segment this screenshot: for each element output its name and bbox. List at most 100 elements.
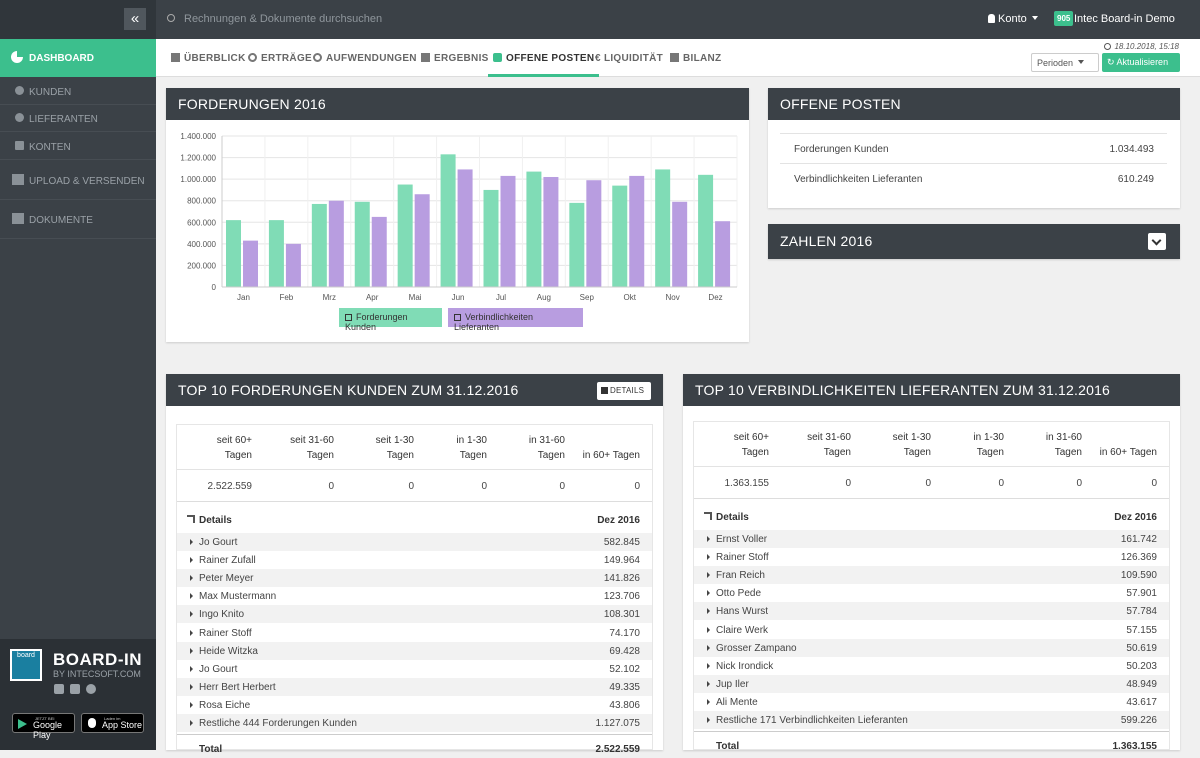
detail-row[interactable]: Claire Werk 57.155: [694, 621, 1169, 639]
age-column-header: in 60+ Tagen: [560, 425, 640, 470]
detail-row[interactable]: Nick Irondick 50.203: [694, 657, 1169, 675]
tab-ueberblick[interactable]: ÜBERBLICK: [171, 53, 246, 77]
top10-lieferanten-panel: TOP 10 VERBINDLICHKEITEN LIEFERANTEN ZUM…: [683, 374, 1180, 752]
sidebar-item-dokumente[interactable]: DOKUMENTE: [0, 200, 156, 239]
detail-row[interactable]: Ernst Voller 161.742: [694, 530, 1169, 548]
checkbox-icon: [345, 314, 352, 321]
x-tick-label: Jan: [237, 293, 250, 302]
sidebar-item-upload[interactable]: UPLOAD & VERSENDEN: [0, 161, 156, 200]
app-store-text: App Store: [102, 720, 143, 730]
sidebar-item-kunden[interactable]: KUNDEN: [0, 78, 156, 105]
bar-forderungen: [440, 154, 456, 287]
detail-row[interactable]: Ingo Knito 108.301: [177, 605, 652, 624]
detail-row[interactable]: Rosa Eiche 43.806: [177, 696, 652, 714]
caret-right-icon: [707, 590, 710, 597]
bar-verbindlichkeiten: [543, 176, 559, 287]
age-header-line2: Tagen: [224, 450, 252, 461]
detail-row[interactable]: Heide Witzka 69.428: [177, 641, 652, 660]
sidebar-item-label: DASHBOARD: [29, 53, 94, 64]
age-value: 0: [481, 481, 487, 492]
op-label: Forderungen Kunden: [794, 144, 889, 155]
x-tick-label: Mai: [409, 293, 422, 302]
detail-row[interactable]: Hans Wurst 57.784: [694, 602, 1169, 621]
detail-row[interactable]: Ali Mente 43.617: [694, 693, 1169, 711]
detail-row-value: 141.826: [603, 573, 640, 585]
google-play-badge[interactable]: JETZT BEI Google Play: [12, 713, 75, 740]
detail-row-name: Rosa Eiche: [199, 699, 251, 711]
users-icon: [493, 53, 502, 62]
user-circle-icon: [15, 113, 24, 122]
tab-label: BILANZ: [683, 53, 722, 64]
detail-row[interactable]: Fran Reich 109.590: [694, 566, 1169, 585]
detail-row-value: 1.127.075: [595, 718, 641, 729]
detail-row-name: Rainer Zufall: [199, 555, 256, 567]
tab-offene-posten[interactable]: OFFENE POSTEN: [488, 53, 600, 77]
konto-label: Konto: [998, 13, 1027, 25]
detail-row[interactable]: Jup Iler 48.949: [694, 674, 1169, 693]
linkedin-icon[interactable]: [70, 684, 80, 694]
details-header[interactable]: Details Dez 2016: [177, 504, 652, 534]
search-input[interactable]: [184, 11, 584, 27]
detail-row[interactable]: Rainer Zufall 149.964: [177, 551, 652, 569]
tab-label: ERTRÄGE: [261, 53, 312, 64]
tab-ergebnis[interactable]: ERGEBNIS: [421, 53, 489, 77]
detail-row[interactable]: Restliche 171 Verbindlichkeiten Lieferan…: [694, 711, 1169, 729]
minus-circle-icon: [313, 53, 322, 62]
sidebar-item-lieferanten[interactable]: LIEFERANTEN: [0, 105, 156, 132]
age-header-line2: Tagen: [306, 450, 334, 461]
detail-row[interactable]: Max Mustermann 123.706: [177, 587, 652, 605]
bar-forderungen: [655, 169, 671, 287]
sidebar-item-konten[interactable]: KONTEN: [0, 133, 156, 160]
age-value: 0: [1076, 478, 1082, 489]
detail-row-value: 43.617: [1126, 696, 1157, 708]
age-header: seit 60+ Tagen seit 31-60 Tagen seit 1-30 Tag…: [177, 425, 652, 470]
age-column-header: in 60+ Tagen: [1077, 422, 1157, 467]
detail-row[interactable]: Rainer Stoff 74.170: [177, 624, 652, 642]
tab-liquiditaet[interactable]: € LIQUIDITÄT: [595, 53, 663, 77]
details-column-header: Dez 2016: [1114, 512, 1157, 523]
detail-row[interactable]: Peter Meyer 141.826: [177, 569, 652, 588]
detail-row[interactable]: Rainer Stoff 126.369: [694, 548, 1169, 566]
konto-dropdown[interactable]: Konto: [988, 13, 1038, 25]
globe-icon[interactable]: [86, 684, 96, 694]
detail-row-value: 161.742: [1120, 534, 1157, 545]
detail-row-value: 123.706: [603, 591, 640, 603]
detail-row[interactable]: Herr Bert Herbert 49.335: [177, 677, 652, 696]
bar-verbindlichkeiten: [328, 200, 344, 287]
detail-row[interactable]: Grosser Zampano 50.619: [694, 638, 1169, 657]
tab-label: OFFENE POSTEN: [506, 53, 595, 64]
app-store-badge[interactable]: Laden im App Store: [81, 713, 144, 733]
age-header-line2: Tagen: [386, 450, 414, 461]
detail-row[interactable]: Restliche 444 Forderungen Kunden 1.127.07…: [177, 714, 652, 732]
detail-row[interactable]: Otto Pede 57.901: [694, 584, 1169, 602]
bar-verbindlichkeiten: [672, 201, 688, 287]
legend-forderungen-kunden[interactable]: Forderungen Kunden: [339, 308, 442, 332]
perioden-dropdown[interactable]: Perioden: [1031, 53, 1099, 72]
legend-verbindlichkeiten-lieferanten[interactable]: Verbindlichkeiten Lieferanten: [448, 308, 583, 332]
collapse-sidebar-button[interactable]: «: [124, 8, 146, 30]
company-name[interactable]: Intec Board-in Demo: [1074, 13, 1175, 25]
detail-row[interactable]: Jo Gourt 582.845: [177, 533, 652, 551]
sidebar-item-dashboard[interactable]: DASHBOARD: [0, 39, 156, 77]
tab-ertraege[interactable]: ERTRÄGE: [248, 53, 312, 77]
detail-row-value: 50.619: [1126, 642, 1157, 654]
aktualisieren-button[interactable]: ↻ Aktualisieren: [1102, 53, 1180, 72]
chevron-down-icon[interactable]: [1148, 233, 1166, 250]
facebook-icon[interactable]: [54, 684, 64, 694]
detail-row[interactable]: Jo Gourt 52.102: [177, 660, 652, 678]
details-button[interactable]: DETAILS: [597, 382, 651, 400]
age-column-header: in 31-60 Tagen: [485, 425, 565, 470]
detail-row-value: 48.949: [1126, 678, 1157, 690]
y-tick-label: 0: [212, 283, 217, 292]
panel-title: TOP 10 VERBINDLICHKEITEN LIEFERANTEN ZUM…: [683, 374, 1180, 406]
x-tick-label: Mrz: [323, 293, 336, 302]
aktualisieren-label: Aktualisieren: [1116, 57, 1169, 67]
bar-forderungen: [311, 203, 327, 287]
detail-row-value: 57.155: [1126, 624, 1157, 636]
age-header-line2: in 60+ Tagen: [582, 450, 640, 461]
y-tick-label: 800.000: [187, 197, 216, 206]
details-header[interactable]: Details Dez 2016: [694, 501, 1169, 531]
bar-verbindlichkeiten: [500, 175, 516, 287]
tab-aufwendungen[interactable]: AUFWENDUNGEN: [313, 53, 417, 77]
tab-bilanz[interactable]: BILANZ: [670, 53, 721, 77]
